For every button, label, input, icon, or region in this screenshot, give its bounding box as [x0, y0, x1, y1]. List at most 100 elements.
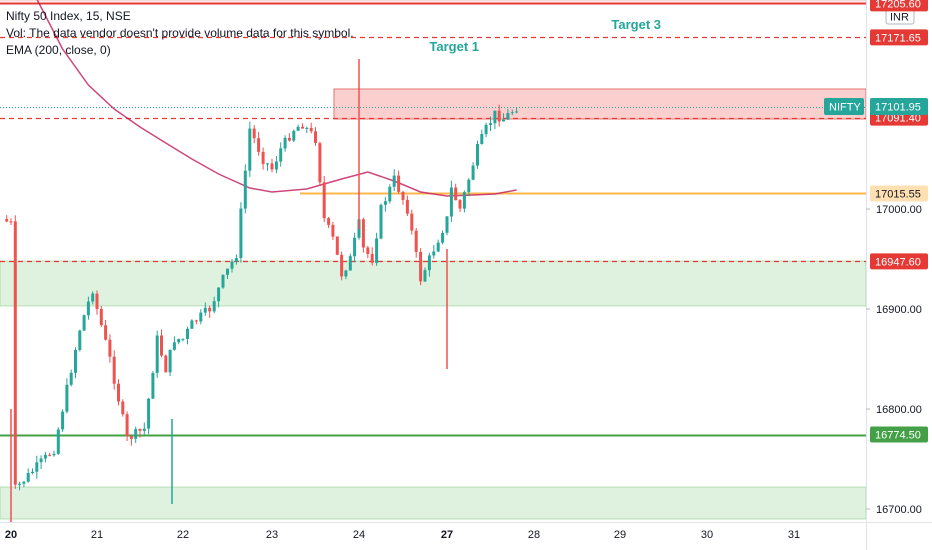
candle-body: [480, 134, 484, 144]
ema-indicator-label[interactable]: EMA (200, close, 0): [6, 43, 111, 57]
target-label-3: Target 3: [611, 17, 661, 32]
candle-52: [230, 259, 234, 273]
candle-body: [261, 151, 265, 164]
candle-body: [243, 170, 247, 209]
candle-body: [252, 128, 256, 139]
candle-body: [134, 429, 138, 439]
price-tag-16947.60: [870, 253, 928, 270]
candle-117: [515, 107, 519, 114]
candle-72: [318, 141, 322, 185]
zone-resistance-box-3: [333, 88, 867, 120]
candle-107: [471, 162, 475, 181]
candle-43: [190, 319, 194, 329]
candle-58: [257, 131, 261, 156]
candle-body: [296, 126, 300, 131]
candle-90: [397, 170, 401, 194]
zones-layer: [0, 0, 867, 520]
candle-body: [432, 251, 436, 256]
candle-39: [172, 336, 176, 351]
price-tag-text: 17205.60: [875, 0, 921, 10]
candle-76: [335, 236, 339, 256]
candle-68: [301, 123, 304, 129]
candle-body: [35, 462, 39, 472]
chart-legend: Nifty 50 Index, 15, NSE Vol: The data ve…: [6, 8, 354, 59]
candle-body: [239, 208, 243, 258]
price-tag-16774.50: [870, 426, 928, 443]
candle-body: [274, 161, 278, 170]
candle-92: [405, 195, 409, 216]
candle-56: [248, 121, 252, 177]
candle-body: [427, 255, 431, 271]
candle-body: [375, 238, 379, 263]
candle-112: [493, 110, 497, 130]
candle-body: [454, 187, 458, 201]
candle-body: [401, 191, 405, 200]
candle-body: [462, 192, 466, 209]
candle-body: [283, 137, 287, 149]
candle-body: [388, 186, 392, 202]
candle-49: [217, 287, 221, 308]
candle-body: [366, 247, 370, 254]
candle-body: [340, 254, 344, 277]
candle-97: [427, 252, 431, 277]
candle-85: [375, 232, 379, 266]
candle-body: [91, 293, 95, 302]
candle-19: [86, 296, 90, 320]
candle-33: [147, 397, 151, 435]
x-tick-label: 20: [5, 529, 17, 541]
candle-body: [31, 471, 34, 473]
candle-105: [462, 190, 466, 213]
candle-108: [476, 140, 479, 169]
x-tick-label: 31: [788, 529, 800, 541]
candle-61: [270, 158, 274, 173]
price-axis[interactable]: 16700.0016800.0016900.0017000.0017300.00…: [824, 0, 932, 550]
candle-body: [217, 287, 221, 302]
candle-70: [309, 122, 313, 134]
price-tag-17015.55: [870, 185, 928, 202]
candle-32: [142, 422, 146, 435]
candle-59: [261, 147, 265, 170]
candle-53: [234, 254, 238, 265]
y-tick-label: 16700.00: [876, 504, 922, 516]
candle-body: [467, 179, 471, 193]
candle-body: [190, 320, 194, 329]
candle-body: [82, 315, 86, 331]
candle-body: [361, 219, 365, 248]
candle-106: [467, 178, 471, 197]
candle-94: [414, 228, 418, 258]
candle-body: [230, 261, 234, 269]
candle-47: [208, 305, 212, 318]
candle-0: [5, 215, 9, 223]
candle-body: [112, 356, 116, 384]
candle-45: [199, 309, 203, 325]
candle-body: [199, 312, 203, 322]
currency-label: INR: [890, 12, 909, 24]
candle-body: [515, 111, 519, 113]
candle-46: [203, 302, 207, 316]
candle-body: [327, 218, 331, 225]
time-axis[interactable]: 20 21 22 23 24 27 28 29 30 31: [0, 522, 932, 550]
symbol-title[interactable]: Nifty 50 Index, 15, NSE: [6, 9, 131, 23]
x-tick-label: 24: [353, 529, 365, 541]
candle-body: [52, 453, 56, 456]
symbol-badge-text: NIFTY: [829, 102, 861, 114]
candle-body: [160, 335, 163, 356]
candle-65: [287, 133, 291, 142]
candle-1: [9, 218, 13, 225]
candle-body: [78, 330, 82, 350]
candle-body: [287, 137, 291, 141]
candle-5: [26, 468, 30, 483]
volume-indicator-note[interactable]: Vol: The data vendor doesn't provide vol…: [6, 26, 354, 40]
candle-body: [436, 242, 440, 252]
candle-body: [108, 339, 112, 357]
candle-body: [410, 213, 414, 231]
price-tag-17171.65: [870, 29, 928, 46]
candle-body: [318, 143, 322, 183]
candle-2: [13, 215, 17, 489]
candle-98: [432, 245, 436, 259]
candle-55: [243, 164, 247, 214]
candle-body: [129, 436, 133, 439]
candle-111: [489, 116, 492, 131]
